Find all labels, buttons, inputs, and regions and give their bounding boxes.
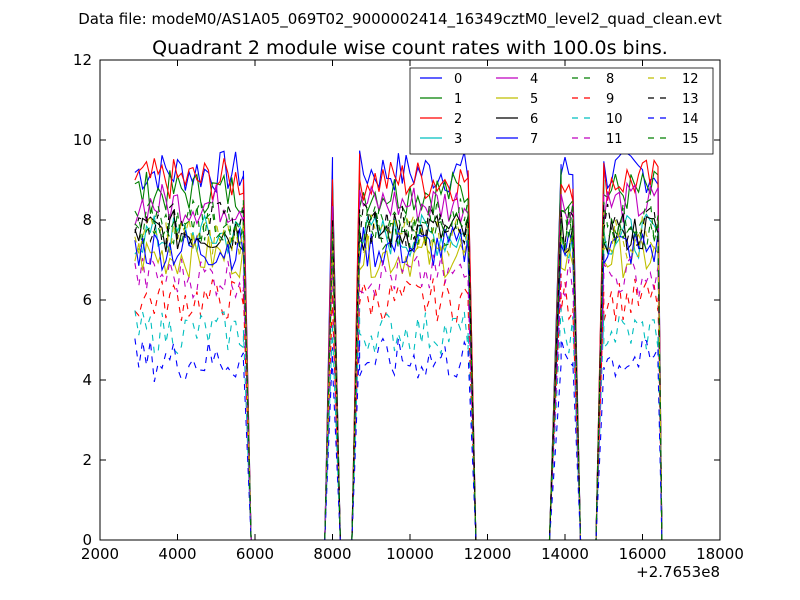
- x-tick-label: 2000: [81, 545, 119, 563]
- legend-label-8: 8: [606, 72, 614, 87]
- x-tick-label: 8000: [313, 545, 351, 563]
- legend-label-11: 11: [606, 132, 623, 147]
- legend-label-2: 2: [454, 112, 462, 127]
- x-tick-label: 4000: [158, 545, 196, 563]
- y-tick-label: 0: [82, 531, 92, 549]
- y-tick-label: 6: [82, 291, 92, 309]
- x-tick-label: 16000: [619, 545, 667, 563]
- series-line-9: [134, 273, 663, 540]
- legend-label-6: 6: [530, 112, 538, 127]
- legend-box: [409, 67, 714, 155]
- y-tick-label: 10: [73, 131, 92, 149]
- legend-label-4: 4: [530, 72, 538, 87]
- series-line-4: [134, 181, 663, 540]
- x-offset-label: +2.7653e8: [636, 563, 720, 581]
- series-line-7: [134, 225, 663, 540]
- legend-label-12: 12: [682, 72, 699, 87]
- chart-title: Quadrant 2 module wise count rates with …: [152, 37, 668, 59]
- x-tick-label: 12000: [464, 545, 512, 563]
- legend-label-10: 10: [606, 112, 623, 127]
- legend-label-1: 1: [454, 92, 462, 107]
- legend-label-0: 0: [454, 72, 462, 87]
- legend-label-5: 5: [530, 92, 538, 107]
- legend-label-3: 3: [454, 132, 462, 147]
- series-layer: [134, 150, 663, 540]
- series-line-14: [134, 337, 663, 540]
- x-tick-label: 14000: [541, 545, 589, 563]
- legend-label-7: 7: [530, 132, 538, 147]
- x-tick-label: 6000: [236, 545, 274, 563]
- legend-label-15: 15: [682, 132, 699, 147]
- legend-label-13: 13: [682, 92, 699, 107]
- series-line-0: [134, 150, 663, 540]
- y-tick-label: 2: [82, 451, 92, 469]
- y-tick-label: 12: [73, 51, 92, 69]
- y-tick-label: 4: [82, 371, 92, 389]
- y-tick-label: 8: [82, 211, 92, 229]
- legend-label-14: 14: [682, 112, 699, 127]
- legend-label-9: 9: [606, 92, 614, 107]
- suptitle: Data file: modeM0/AS1A05_069T02_90000024…: [78, 10, 722, 29]
- series-line-12: [134, 211, 663, 540]
- x-tick-label: 18000: [696, 545, 744, 563]
- axes: 2000 4000 6000 8000 10000 12000 14000 16000 1800…: [73, 51, 744, 581]
- series-line-11: [134, 249, 663, 540]
- series-line-15: [134, 206, 663, 540]
- series-line-2: [134, 153, 663, 540]
- x-tick-label: 10000: [386, 545, 434, 563]
